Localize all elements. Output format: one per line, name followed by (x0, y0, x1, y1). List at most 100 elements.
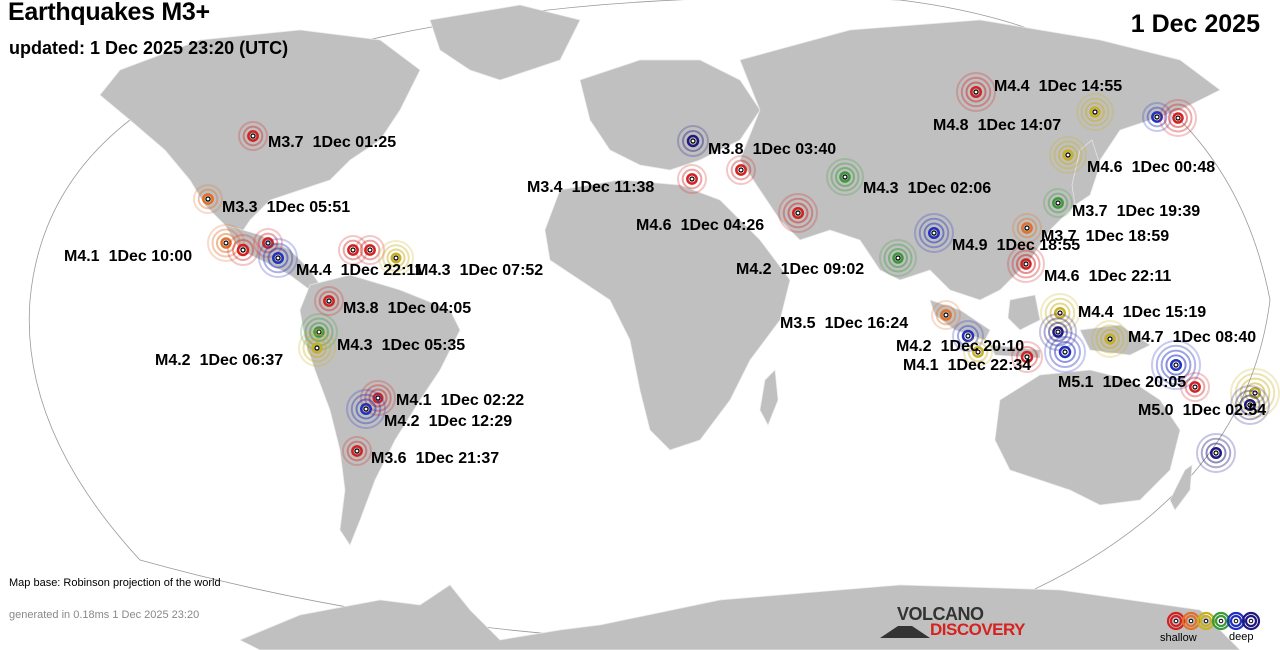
earthquake-marker-icon[interactable] (1011, 341, 1043, 373)
earthquake-marker-icon[interactable] (1151, 340, 1201, 390)
earthquake-time: 1Dec 02:54 (1182, 402, 1267, 419)
earthquake-label[interactable]: M4.6 1Dec 04:26 (636, 217, 764, 235)
earthquake-marker-icon[interactable] (726, 155, 756, 185)
earthquake-label[interactable]: M4.3 1Dec 05:35 (337, 337, 465, 355)
earthquake-label[interactable]: M4.8 1Dec 14:07 (933, 117, 1061, 135)
earthquake-marker-icon[interactable] (914, 213, 954, 253)
earthquake-magnitude: M4.1 (903, 357, 939, 374)
earthquake-marker-icon[interactable] (298, 329, 336, 367)
earthquake-magnitude: M4.8 (933, 117, 969, 134)
earthquake-label[interactable]: M4.6 1Dec 00:48 (1087, 159, 1215, 177)
earthquake-label[interactable]: M4.3 1Dec 07:52 (415, 262, 543, 280)
earthquake-magnitude: M5.0 (1138, 402, 1174, 419)
earthquake-time: 1Dec 12:29 (428, 413, 513, 430)
earthquake-magnitude: M3.7 (1041, 228, 1077, 245)
logo-text-volcano: VOLCANO (897, 604, 984, 624)
earthquake-label[interactable]: M4.6 1Dec 22:11 (1044, 268, 1171, 286)
earthquake-marker-icon[interactable] (778, 193, 818, 233)
earthquake-marker-icon[interactable] (338, 235, 368, 265)
earthquake-label[interactable]: M3.4 1Dec 11:38 (527, 179, 654, 197)
earthquake-markers (193, 72, 1280, 473)
earthquake-time: 1Dec 11:38 (571, 179, 655, 196)
earthquake-label[interactable]: M5.1 1Dec 20:05 (1058, 374, 1186, 392)
earthquake-time: 1Dec 02:06 (907, 180, 992, 197)
earthquake-label[interactable]: M4.3 1Dec 02:06 (863, 180, 991, 198)
earthquake-magnitude: M3.8 (708, 141, 744, 158)
earthquake-time: 1Dec 02:22 (440, 392, 525, 409)
earthquake-label[interactable]: M3.7 1Dec 01:25 (268, 134, 396, 152)
earthquake-marker-icon[interactable] (956, 72, 996, 112)
earthquake-label[interactable]: M4.1 1Dec 10:00 (64, 248, 192, 266)
earthquake-time: 1Dec 16:24 (824, 315, 909, 332)
earthquake-label[interactable]: M3.6 1Dec 21:37 (371, 450, 499, 468)
earthquake-marker-icon[interactable] (378, 240, 414, 276)
earthquake-label[interactable]: M3.8 1Dec 04:05 (343, 300, 471, 318)
earthquake-marker-icon[interactable] (963, 337, 993, 367)
earthquake-label[interactable]: M3.3 1Dec 05:51 (222, 199, 350, 217)
earthquake-label[interactable]: M3.8 1Dec 03:40 (708, 141, 836, 159)
earthquake-label[interactable]: M4.1 1Dec 22:34 (903, 357, 1031, 375)
earthquake-marker-icon[interactable] (677, 125, 709, 157)
earthquake-marker-icon[interactable] (931, 300, 961, 330)
earthquake-time: 1Dec 14:07 (977, 117, 1062, 134)
earthquake-time: 1Dec 05:51 (266, 199, 351, 216)
earthquake-time: 1Dec 10:00 (108, 248, 193, 265)
earthquake-marker-icon[interactable] (238, 121, 268, 151)
earthquake-marker-icon[interactable] (1091, 320, 1129, 358)
earthquake-label[interactable]: M3.7 1Dec 19:39 (1072, 203, 1200, 221)
earthquake-magnitude: M3.7 (1072, 203, 1108, 220)
earthquake-magnitude: M4.4 (296, 262, 332, 279)
earthquake-marker-icon[interactable] (952, 320, 984, 352)
earthquake-time: 1Dec 18:55 (996, 237, 1081, 254)
earthquake-marker-icon[interactable] (300, 313, 338, 351)
volcano-discovery-logo[interactable]: VOLCANO DISCOVERY (880, 604, 1040, 644)
earthquake-marker-icon[interactable] (258, 238, 298, 278)
earthquake-label[interactable]: M4.2 1Dec 12:29 (384, 413, 512, 431)
earthquake-marker-icon[interactable] (1230, 368, 1280, 418)
earthquake-marker-icon[interactable] (1076, 93, 1114, 131)
earthquake-label[interactable]: M4.7 1Dec 08:40 (1128, 329, 1256, 347)
earthquake-marker-icon[interactable] (346, 389, 386, 429)
earthquake-marker-icon[interactable] (1180, 372, 1210, 402)
earthquake-marker-icon[interactable] (1044, 331, 1086, 373)
earthquake-marker-icon[interactable] (1049, 136, 1087, 174)
legend-shallow-label: shallow (1160, 632, 1197, 644)
earthquake-marker-icon[interactable] (826, 158, 864, 196)
earthquake-marker-icon[interactable] (360, 380, 396, 416)
earthquake-marker-icon[interactable] (1196, 433, 1236, 473)
earthquake-marker-icon[interactable] (1007, 245, 1045, 283)
earthquake-label[interactable]: M4.9 1Dec 18:55 (952, 237, 1080, 255)
page-title: Earthquakes M3+ (8, 0, 210, 26)
earthquake-magnitude: M4.7 (1128, 329, 1164, 346)
earthquake-label[interactable]: M4.1 1Dec 02:22 (396, 392, 524, 410)
earthquake-time: 1Dec 03:40 (752, 141, 837, 158)
earthquake-label[interactable]: M4.2 1Dec 20:10 (896, 338, 1024, 356)
earthquake-marker-icon[interactable] (1230, 385, 1270, 425)
earthquake-marker-icon[interactable] (677, 164, 707, 194)
earthquake-label[interactable]: M5.0 1Dec 02:54 (1138, 402, 1266, 420)
earthquake-marker-icon[interactable] (1012, 213, 1042, 243)
earthquake-time: 1Dec 22:34 (947, 357, 1032, 374)
earthquake-magnitude: M4.2 (736, 261, 772, 278)
earthquake-label[interactable]: M4.2 1Dec 06:37 (155, 352, 283, 370)
earthquake-marker-icon[interactable] (355, 235, 385, 265)
earthquake-marker-icon[interactable] (193, 184, 223, 214)
earthquake-marker-icon[interactable] (207, 224, 245, 262)
earthquake-label[interactable]: M4.4 1Dec 14:55 (994, 78, 1122, 96)
earthquake-magnitude: M4.3 (863, 180, 899, 197)
earthquake-marker-icon[interactable] (1159, 99, 1197, 137)
earthquake-label[interactable]: M3.5 1Dec 16:24 (780, 315, 908, 333)
earthquake-time: 1Dec 22:11 (1088, 268, 1172, 285)
logo-text-discovery: DISCOVERY (930, 620, 1026, 639)
earthquake-label[interactable]: M3.7 1Dec 18:59 (1041, 228, 1169, 246)
earthquake-label[interactable]: M4.4 1Dec 22:11 (296, 262, 423, 280)
earthquake-marker-icon[interactable] (227, 234, 259, 266)
earthquake-marker-icon[interactable] (1142, 102, 1172, 132)
earthquake-marker-icon[interactable] (342, 436, 372, 466)
earthquake-marker-icon[interactable] (314, 286, 344, 316)
earthquake-label[interactable]: M4.2 1Dec 09:02 (736, 261, 864, 279)
earthquake-marker-icon[interactable] (1043, 188, 1073, 218)
earthquake-marker-icon[interactable] (879, 239, 917, 277)
earthquake-label[interactable]: M4.4 1Dec 15:19 (1078, 304, 1206, 322)
